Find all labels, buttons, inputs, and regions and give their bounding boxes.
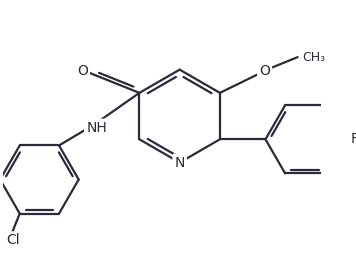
Text: F: F (351, 132, 356, 146)
Text: O: O (259, 63, 270, 78)
Text: CH₃: CH₃ (302, 51, 325, 64)
Text: NH: NH (86, 121, 107, 135)
Text: O: O (77, 63, 88, 78)
Text: N: N (174, 155, 185, 170)
Text: Cl: Cl (6, 233, 19, 247)
